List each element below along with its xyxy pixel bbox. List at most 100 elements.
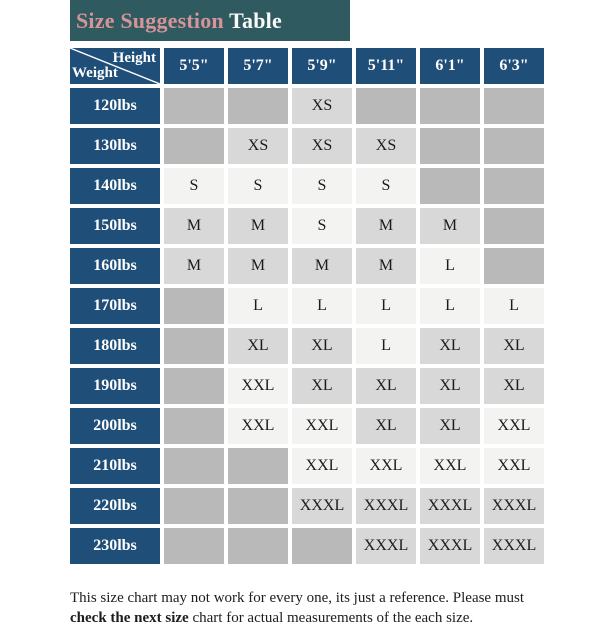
weight-cell: 200lbs [70,408,160,444]
empty-cell [228,448,288,484]
weight-cell: 230lbs [70,528,160,564]
empty-cell [484,88,544,124]
size-cell: XXXL [484,488,544,524]
empty-cell [164,88,224,124]
weight-cell: 130lbs [70,128,160,164]
footer-note: This size chart may not work for every o… [70,589,552,629]
size-cell: XL [420,368,480,404]
size-suggestion-table: Height Weight 5'5" 5'7" 5'9" 5'11" 6'1" 6'3" … [66,44,548,568]
footer-text-post: chart for actual measurements of the eac… [188,609,474,626]
height-header-cell: 5'11" [356,48,416,84]
size-cell: L [228,288,288,324]
size-cell: M [292,248,352,284]
empty-cell [292,528,352,564]
size-cell: XS [228,128,288,164]
size-cell: XL [420,328,480,364]
table-row: 230lbs XXXL XXXL XXXL [70,528,544,564]
size-cell: S [292,168,352,204]
empty-cell [484,208,544,244]
size-cell: L [356,328,416,364]
height-header-cell: 5'9" [292,48,352,84]
size-cell: XS [292,88,352,124]
weight-cell: 140lbs [70,168,160,204]
weight-cell: 170lbs [70,288,160,324]
empty-cell [484,248,544,284]
size-cell: XXXL [292,488,352,524]
size-cell: XXL [484,448,544,484]
empty-cell [228,88,288,124]
weight-cell: 120lbs [70,88,160,124]
empty-cell [164,448,224,484]
height-header-cell: 5'7" [228,48,288,84]
height-header-cell: 6'1" [420,48,480,84]
size-cell: M [228,248,288,284]
table-row: 200lbs XXL XXL XL XL XXL [70,408,544,444]
footer-text-pre: This size chart may not work for every o… [70,590,525,606]
empty-cell [420,168,480,204]
size-cell: S [356,168,416,204]
empty-cell [484,128,544,164]
empty-cell [164,368,224,404]
diagonal-line-icon [70,48,160,84]
table-row: 220lbs XXXL XXXL XXXL XXXL [70,488,544,524]
size-cell: XS [292,128,352,164]
size-cell: M [164,208,224,244]
weight-cell: 220lbs [70,488,160,524]
size-cell: L [420,288,480,324]
table-row: 120lbs XS [70,88,544,124]
height-header-cell: 6'3" [484,48,544,84]
size-cell: XXL [228,368,288,404]
height-header-cell: 5'5" [164,48,224,84]
weight-cell: 210lbs [70,448,160,484]
height-axis-label: Height [112,50,156,66]
size-cell: L [420,248,480,284]
size-cell: M [228,208,288,244]
size-cell: XL [356,408,416,444]
empty-cell [420,128,480,164]
size-cell: XXL [356,448,416,484]
size-cell: XL [356,368,416,404]
weight-cell: 150lbs [70,208,160,244]
size-cell: L [292,288,352,324]
empty-cell [164,288,224,324]
size-cell: M [356,248,416,284]
size-cell: L [356,288,416,324]
table-row: 130lbs XS XS XS [70,128,544,164]
empty-cell [484,168,544,204]
size-cell: XL [228,328,288,364]
weight-axis-label: Weight [72,65,118,81]
size-cell: XXXL [484,528,544,564]
size-cell: XXL [292,448,352,484]
size-cell: XL [420,408,480,444]
header-row: Height Weight 5'5" 5'7" 5'9" 5'11" 6'1" 6'3" [70,48,544,84]
corner-cell: Height Weight [70,48,160,84]
empty-cell [228,488,288,524]
size-cell: XL [292,328,352,364]
empty-cell [228,528,288,564]
size-cell: XXXL [420,528,480,564]
size-cell: XS [356,128,416,164]
title-highlight: Size Suggestion [76,7,224,33]
empty-cell [164,528,224,564]
title-bar: Size Suggestion Table [70,0,350,41]
empty-cell [164,128,224,164]
table-row: 190lbs XXL XL XL XL XL [70,368,544,404]
size-cell: XXL [484,408,544,444]
size-cell: XXXL [420,488,480,524]
size-cell: L [484,288,544,324]
size-cell: S [292,208,352,244]
size-cell: M [356,208,416,244]
table-row: 180lbs XL XL L XL XL [70,328,544,364]
size-cell: XL [484,328,544,364]
footer-text-bold: check the next size [70,609,189,626]
empty-cell [420,88,480,124]
size-cell: XL [292,368,352,404]
size-cell: XXXL [356,488,416,524]
size-cell: XXXL [356,528,416,564]
size-cell: S [228,168,288,204]
size-cell: M [420,208,480,244]
title-rest: Table [223,7,282,33]
weight-cell: 160lbs [70,248,160,284]
